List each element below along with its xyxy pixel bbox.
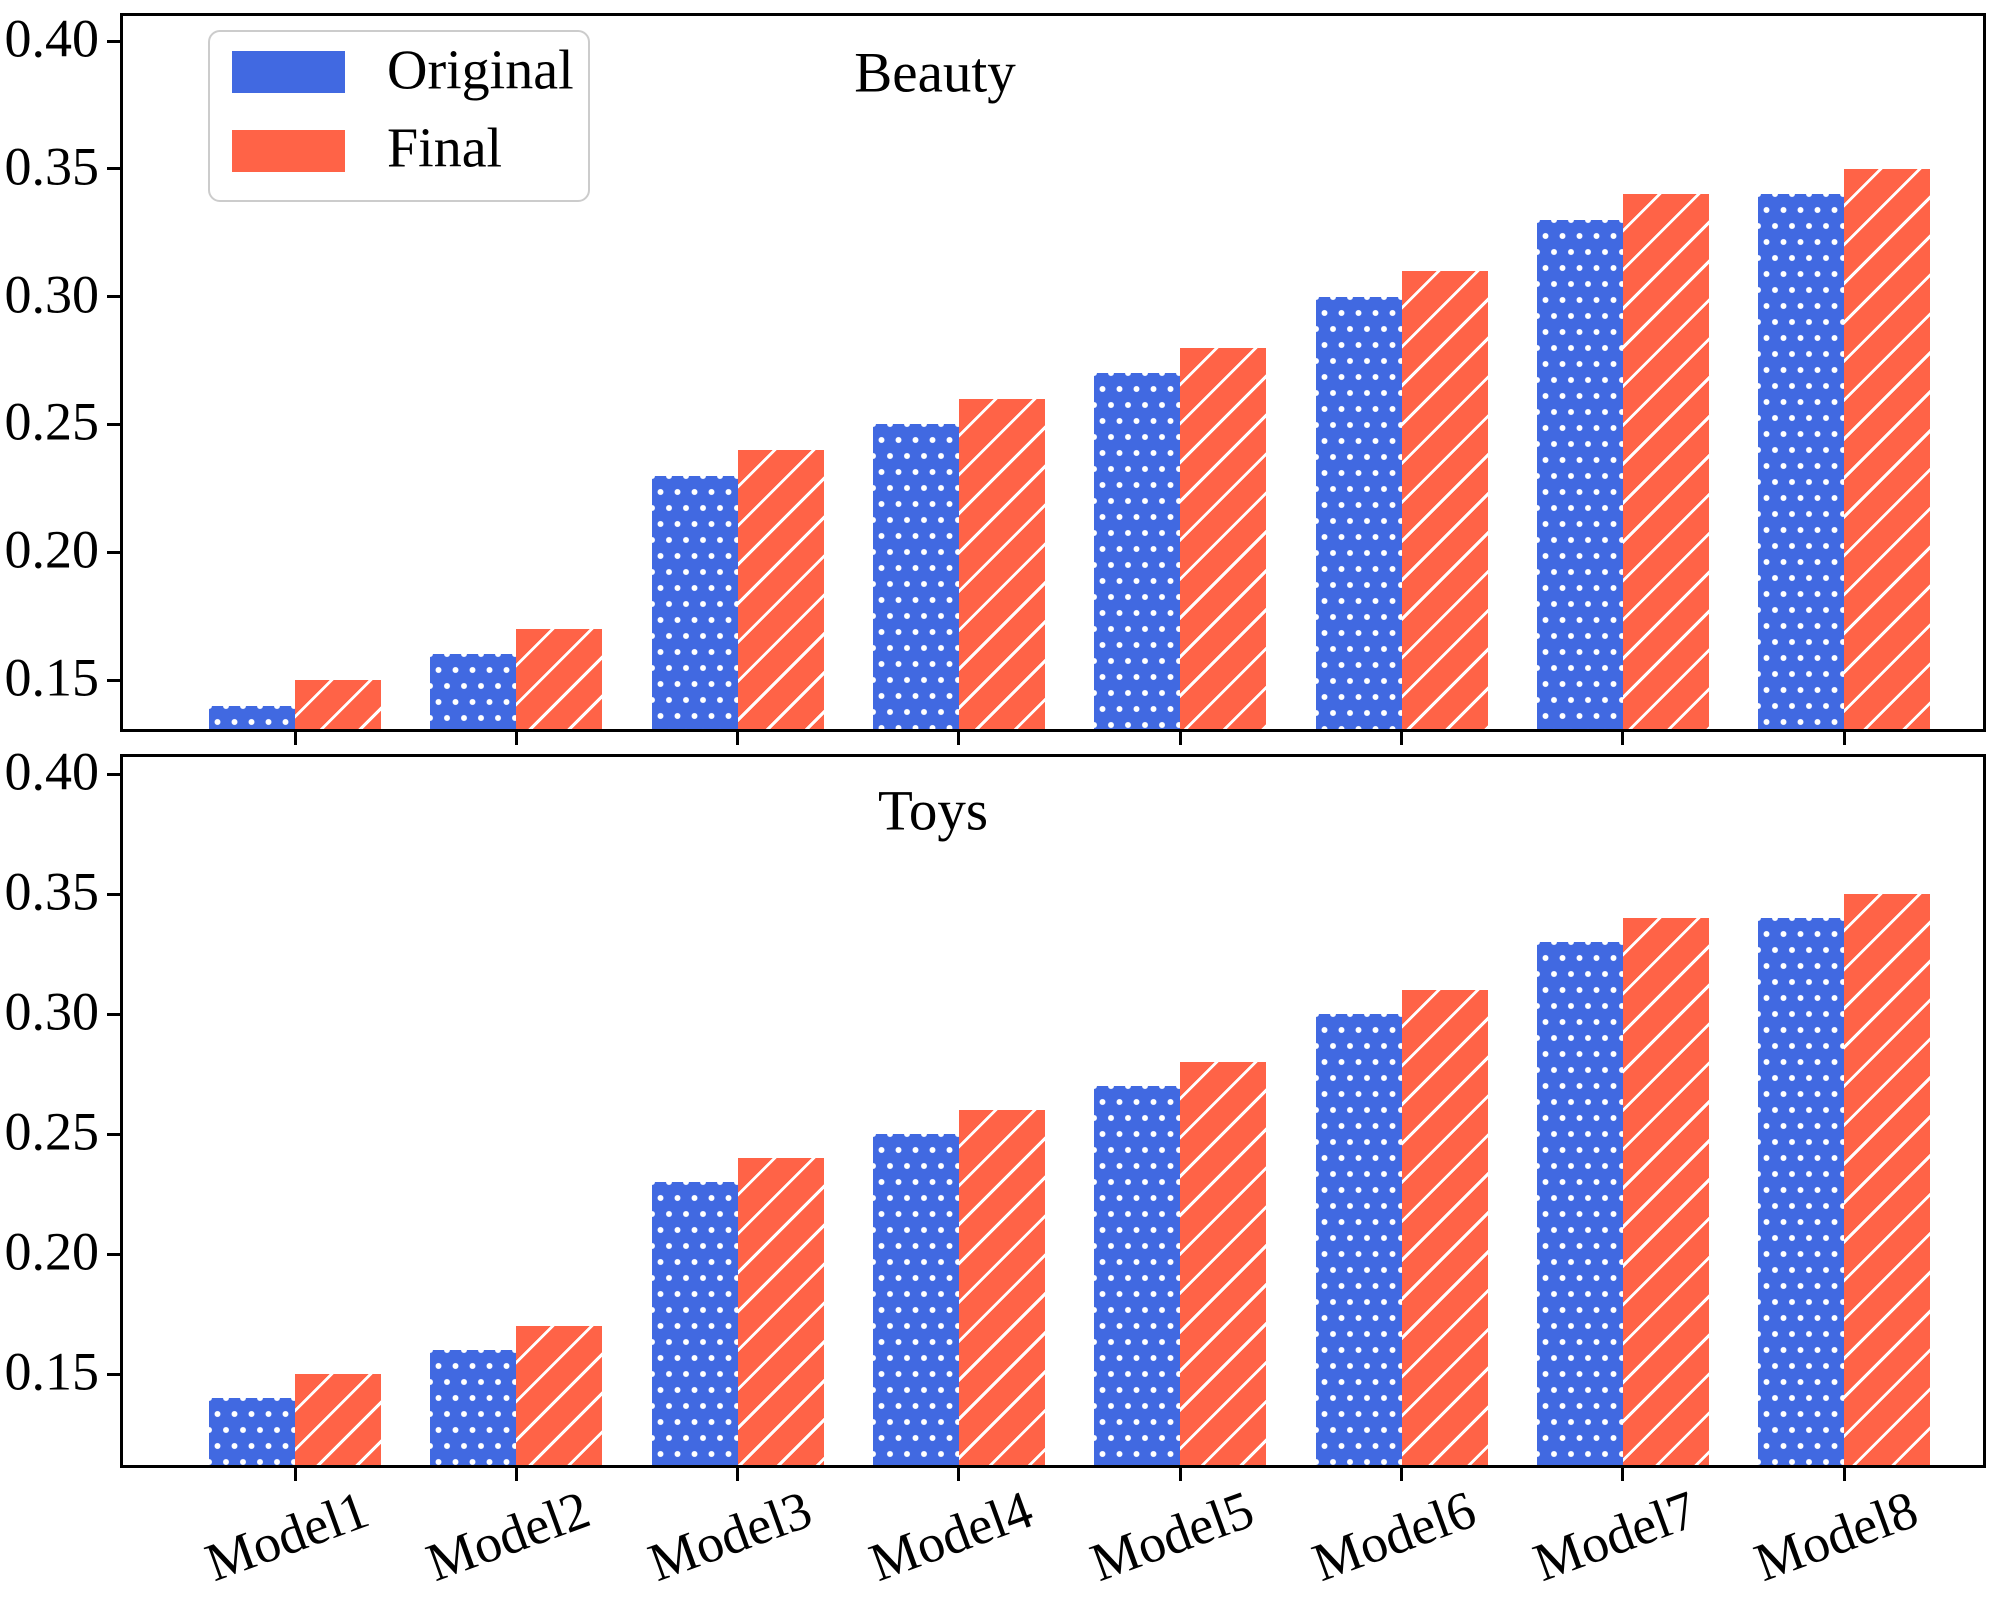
chart-title-toys: Toys bbox=[877, 779, 989, 843]
y-tick-label-beauty: 0.15 bbox=[4, 647, 100, 708]
y-tick-toys bbox=[107, 1012, 120, 1016]
x-tick-beauty-model3 bbox=[736, 732, 740, 745]
legend-label-final: Final bbox=[387, 117, 503, 180]
y-tick-beauty bbox=[107, 550, 120, 554]
bar-toys-model4-original bbox=[872, 1134, 959, 1468]
y-tick-toys bbox=[107, 1132, 120, 1136]
y-tick-beauty bbox=[107, 678, 120, 682]
x-tick-toys-model2 bbox=[514, 1468, 518, 1481]
x-tick-toys-model7 bbox=[1621, 1468, 1625, 1481]
bar-beauty-model5-original bbox=[1094, 373, 1181, 732]
bar-toys-model2-final bbox=[516, 1326, 603, 1468]
x-tick-beauty-model8 bbox=[1842, 732, 1846, 745]
x-tick-toys-model3 bbox=[736, 1468, 740, 1481]
y-tick-label-beauty: 0.30 bbox=[4, 264, 100, 325]
bar-toys-model1-original bbox=[209, 1398, 295, 1468]
x-tick-label-model3: Model3 bbox=[640, 1479, 819, 1593]
x-tick-label-model4: Model4 bbox=[861, 1479, 1041, 1593]
x-tick-beauty-model1 bbox=[293, 732, 297, 745]
x-tick-toys-model4 bbox=[957, 1468, 961, 1481]
bar-toys-model8-final bbox=[1844, 894, 1931, 1468]
legend-swatch-final bbox=[232, 130, 345, 172]
bar-toys-model5-final bbox=[1180, 1062, 1267, 1468]
y-tick-label-toys: 0.35 bbox=[4, 861, 100, 922]
bar-toys-model4-final bbox=[958, 1110, 1045, 1468]
legend-label-original: Original bbox=[387, 39, 574, 102]
x-tick-label-model5: Model5 bbox=[1082, 1479, 1262, 1593]
bar-beauty-model1-final bbox=[295, 680, 381, 732]
bar-toys-model6-original bbox=[1315, 1014, 1402, 1468]
bar-beauty-model3-original bbox=[651, 475, 738, 732]
y-tick-label-toys: 0.40 bbox=[4, 741, 100, 802]
bar-beauty-model2-final bbox=[516, 628, 603, 732]
legend: Original Final bbox=[208, 30, 590, 202]
x-tick-label-model7: Model7 bbox=[1525, 1479, 1704, 1593]
y-tick-label-beauty: 0.25 bbox=[4, 391, 100, 452]
y-tick-toys bbox=[107, 1252, 120, 1256]
bar-beauty-model7-original bbox=[1536, 219, 1623, 732]
x-tick-toys-model1 bbox=[293, 1468, 297, 1481]
x-tick-toys-model6 bbox=[1400, 1468, 1403, 1481]
y-tick-toys bbox=[107, 772, 120, 776]
x-tick-beauty-model6 bbox=[1400, 732, 1403, 745]
x-tick-toys-model5 bbox=[1178, 1468, 1182, 1481]
bar-beauty-model5-final bbox=[1180, 347, 1267, 732]
y-tick-beauty bbox=[107, 295, 120, 299]
y-tick-beauty bbox=[107, 422, 120, 426]
bar-beauty-model2-original bbox=[430, 654, 517, 732]
x-tick-label-model1: Model1 bbox=[197, 1479, 377, 1593]
bar-toys-model6-final bbox=[1401, 990, 1488, 1468]
bar-beauty-model4-original bbox=[872, 424, 959, 732]
y-tick-beauty bbox=[107, 167, 120, 171]
chart-title-beauty: Beauty bbox=[854, 41, 1016, 105]
bar-toys-model3-original bbox=[651, 1182, 738, 1468]
x-tick-label-model6: Model6 bbox=[1304, 1479, 1483, 1593]
y-tick-label-beauty: 0.40 bbox=[4, 8, 100, 69]
x-tick-beauty-model2 bbox=[514, 732, 518, 745]
bar-beauty-model8-final bbox=[1844, 168, 1931, 732]
legend-swatch-original bbox=[232, 51, 345, 93]
y-tick-beauty bbox=[107, 39, 120, 43]
bar-toys-model7-final bbox=[1622, 918, 1709, 1468]
y-tick-toys bbox=[107, 892, 120, 896]
bar-beauty-model3-final bbox=[737, 449, 824, 732]
bar-beauty-model4-final bbox=[958, 398, 1045, 732]
bar-beauty-model6-original bbox=[1315, 296, 1402, 732]
bar-beauty-model1-original bbox=[209, 705, 295, 732]
bar-beauty-model6-final bbox=[1401, 271, 1488, 732]
y-tick-label-toys: 0.30 bbox=[4, 981, 100, 1042]
bar-beauty-model7-final bbox=[1622, 194, 1709, 732]
bar-toys-model2-original bbox=[430, 1350, 517, 1468]
x-tick-beauty-model4 bbox=[957, 732, 961, 745]
y-tick-label-toys: 0.20 bbox=[4, 1221, 100, 1282]
bar-toys-model5-original bbox=[1094, 1086, 1181, 1468]
x-tick-toys-model8 bbox=[1842, 1468, 1846, 1481]
bar-toys-model7-original bbox=[1536, 942, 1623, 1468]
x-tick-label-model2: Model2 bbox=[419, 1479, 598, 1593]
bar-beauty-model8-original bbox=[1758, 194, 1845, 732]
bar-toys-model1-final bbox=[295, 1374, 381, 1468]
x-tick-beauty-model7 bbox=[1621, 732, 1625, 745]
y-tick-label-beauty: 0.35 bbox=[4, 136, 100, 197]
x-tick-beauty-model5 bbox=[1178, 732, 1182, 745]
x-tick-label-model8: Model8 bbox=[1746, 1479, 1926, 1593]
bar-toys-model3-final bbox=[737, 1158, 824, 1468]
y-tick-toys bbox=[107, 1372, 120, 1376]
y-tick-label-toys: 0.15 bbox=[4, 1341, 100, 1402]
bar-toys-model8-original bbox=[1758, 918, 1845, 1468]
y-tick-label-beauty: 0.20 bbox=[4, 519, 100, 580]
y-tick-label-toys: 0.25 bbox=[4, 1101, 100, 1162]
